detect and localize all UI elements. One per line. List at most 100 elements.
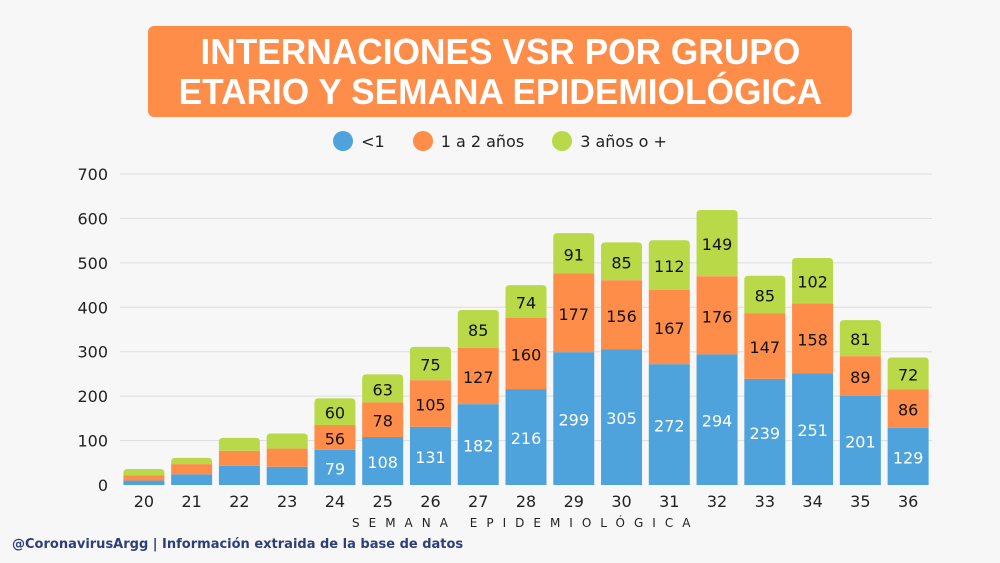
bar-segment [696, 209, 738, 277]
chart-title-banner: INTERNACIONES VSR POR GRUPO ETARIO Y SEM… [148, 26, 852, 117]
legend-label-1to2: 1 a 2 años [440, 131, 525, 151]
data-label: 74 [516, 294, 536, 313]
bar-segment [505, 389, 547, 485]
x-tick-label: 25 [373, 492, 393, 511]
bar-segment [601, 280, 643, 350]
data-label: 75 [420, 355, 440, 374]
bar-segment [553, 352, 595, 485]
x-tick-label: 30 [611, 492, 631, 511]
data-label: 105 [415, 395, 446, 414]
x-tick-label: 28 [516, 492, 536, 511]
data-label: 177 [558, 305, 589, 324]
bar-segment [744, 378, 786, 485]
data-label: 108 [367, 453, 398, 472]
y-tick-label: 100 [77, 432, 108, 451]
data-label: 216 [511, 429, 542, 448]
legend: <1 1 a 2 años 3 años o + [0, 131, 1000, 151]
y-tick-label: 600 [77, 209, 108, 228]
x-tick-label: 26 [420, 492, 440, 511]
data-label: 131 [415, 448, 446, 467]
data-label: 294 [702, 412, 733, 431]
bar-segment [314, 398, 356, 426]
data-label: 102 [797, 273, 828, 292]
x-tick-label: 23 [277, 492, 297, 511]
data-label: 79 [325, 459, 345, 478]
bar-segment [553, 273, 595, 353]
bar-segment [457, 347, 499, 405]
bar-segment [887, 357, 929, 390]
bar-segment [266, 433, 308, 449]
bar-segment [553, 233, 595, 274]
bar-segment [409, 346, 451, 381]
y-tick-label: 0 [98, 476, 108, 495]
bar-segment [314, 449, 356, 485]
x-tick-label: 22 [229, 492, 249, 511]
y-tick-label: 400 [77, 298, 108, 317]
legend-label-under1: <1 [361, 131, 385, 151]
bar-segment [409, 426, 451, 485]
data-label: 167 [654, 319, 685, 338]
bar-segment [744, 275, 786, 314]
bar-segment [887, 427, 929, 485]
data-label: 60 [325, 404, 345, 423]
bar-segment [601, 349, 643, 485]
bar-segment [171, 474, 213, 485]
data-label: 201 [845, 432, 876, 451]
y-tick-label: 300 [77, 343, 108, 362]
data-label: 112 [654, 257, 685, 276]
bar-segment [171, 464, 213, 475]
x-tick-label: 21 [181, 492, 201, 511]
data-label: 160 [511, 345, 542, 364]
x-tick-label: 24 [325, 492, 345, 511]
x-axis-title: SEMANA EPIDEMIOLÓGICA [352, 516, 700, 530]
data-label: 89 [850, 368, 870, 387]
bar-segment [696, 276, 738, 355]
x-tick-label: 33 [755, 492, 775, 511]
data-label: 86 [898, 401, 918, 420]
data-label: 149 [702, 235, 733, 254]
data-label: 182 [463, 437, 494, 456]
data-label: 305 [606, 409, 637, 428]
y-tick-label: 200 [77, 387, 108, 406]
bar-segment [696, 354, 738, 485]
bar-segment [601, 242, 643, 281]
bar-segment [505, 285, 547, 318]
x-tick-label: 34 [802, 492, 822, 511]
legend-item-under1: <1 [333, 131, 385, 151]
data-label: 251 [797, 421, 828, 440]
data-label: 85 [468, 321, 488, 340]
bar-segment [123, 475, 165, 481]
bar-segment [266, 466, 308, 485]
bar-segment [218, 437, 260, 451]
bar-segment [792, 303, 834, 374]
bar-segment [218, 465, 260, 485]
data-label: 176 [702, 307, 733, 326]
bar-segment [171, 457, 213, 465]
bar-segment [123, 480, 165, 485]
bar-segment [362, 374, 404, 403]
legend-label-3plus: 3 años o + [580, 131, 667, 151]
data-label: 129 [893, 448, 924, 467]
x-tick-label: 32 [707, 492, 727, 511]
bar-segment [648, 240, 690, 290]
data-label: 91 [564, 245, 584, 264]
data-label: 147 [750, 338, 781, 357]
bar-segment [744, 313, 786, 379]
data-label: 72 [898, 365, 918, 384]
data-label: 85 [755, 287, 775, 306]
legend-item-3plus: 3 años o + [552, 131, 667, 151]
x-tick-label: 35 [850, 492, 870, 511]
data-label: 85 [611, 253, 631, 272]
data-label: 156 [606, 307, 637, 326]
data-label: 299 [558, 411, 589, 430]
bar-segment [266, 448, 308, 467]
bar-segment [887, 389, 929, 428]
data-label: 127 [463, 368, 494, 387]
bar-segment [648, 364, 690, 485]
legend-swatch-1to2 [412, 131, 433, 151]
data-label: 239 [750, 424, 781, 443]
bar-segment [362, 402, 404, 438]
y-tick-label: 500 [77, 254, 108, 273]
legend-item-1to2: 1 a 2 años [412, 131, 525, 151]
